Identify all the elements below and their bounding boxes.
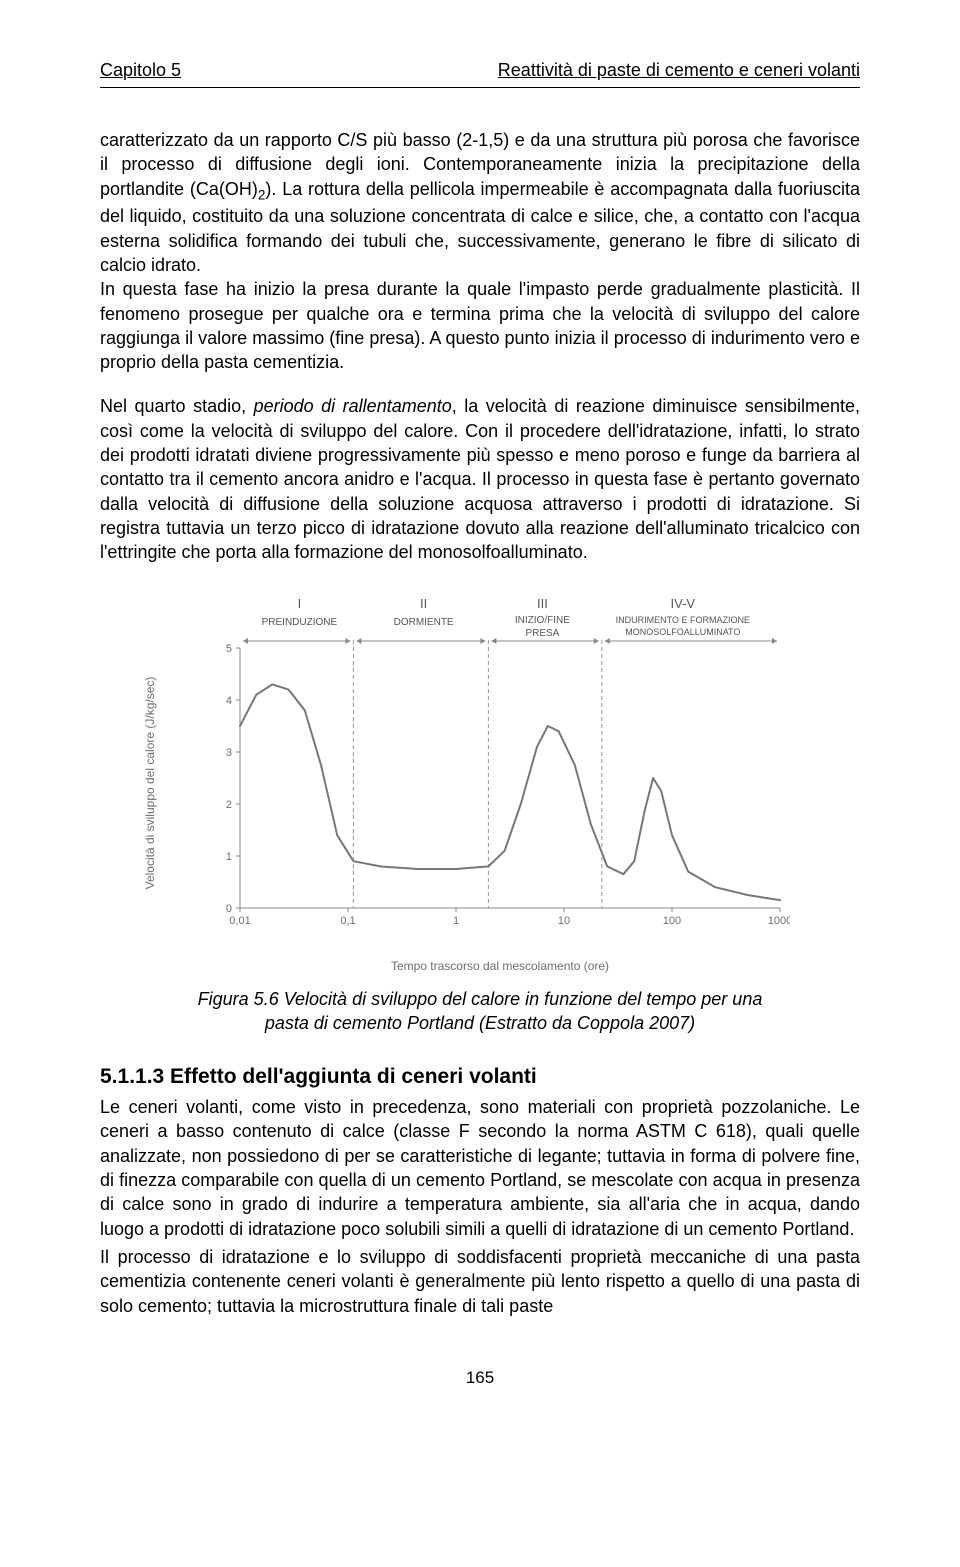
plot-area: 0 1 2 3 4 5 0,01 0,1 1 10 100 1000 I PREINDUZIONE II DO… (210, 593, 790, 933)
svg-text:MONOSOLFOALLUMINATO: MONOSOLFOALLUMINATO (625, 627, 740, 637)
paragraph-4: Il processo di idratazione e lo sviluppo… (100, 1245, 860, 1318)
svg-text:3: 3 (226, 747, 232, 759)
svg-text:10: 10 (558, 915, 570, 927)
svg-text:1: 1 (226, 851, 232, 863)
x-axis-label: Tempo trascorso dal mescolamento (ore) (210, 959, 790, 973)
paragraph-2: Nel quarto stadio, periodo di rallentame… (100, 394, 860, 564)
svg-text:INDURIMENTO E FORMAZIONE: INDURIMENTO E FORMAZIONE (616, 615, 750, 625)
page-number: 165 (100, 1368, 860, 1388)
svg-text:II: II (420, 596, 427, 611)
section-heading: 5.1.1.3 Effetto dell'aggiunta di ceneri … (100, 1065, 860, 1089)
svg-text:5: 5 (226, 643, 232, 655)
svg-text:0,01: 0,01 (229, 915, 250, 927)
p2-text-b: , la velocità di reazione diminuisce sen… (100, 396, 860, 562)
caption-line1: Velocità di sviluppo del calore in funzi… (284, 989, 763, 1009)
svg-text:100: 100 (663, 915, 681, 927)
paragraph-3: Le ceneri volanti, come visto in precede… (100, 1095, 860, 1241)
figure-caption: Figura 5.6 Velocità di sviluppo del calo… (140, 987, 820, 1036)
svg-text:1: 1 (453, 915, 459, 927)
chart-container: Velocità di sviluppo del calore (J/kg/se… (160, 593, 800, 973)
svg-text:III: III (537, 596, 548, 611)
svg-text:PRESA: PRESA (525, 628, 559, 639)
figure-5-6: Velocità di sviluppo del calore (J/kg/se… (100, 593, 860, 973)
svg-text:0: 0 (226, 903, 232, 915)
p2-text-a: Nel quarto stadio, (100, 396, 254, 416)
svg-text:INIZIO/FINE: INIZIO/FINE (515, 615, 570, 626)
svg-text:PREINDUZIONE: PREINDUZIONE (262, 617, 338, 628)
chart-svg: 0 1 2 3 4 5 0,01 0,1 1 10 100 1000 I PREINDUZIONE II DO… (210, 593, 790, 933)
svg-text:4: 4 (226, 695, 232, 707)
header-chapter: Capitolo 5 (100, 60, 181, 81)
header-title: Reattività di paste di cemento e ceneri … (498, 60, 860, 81)
header-rule (100, 87, 860, 88)
caption-prefix: Figura 5.6 (198, 989, 284, 1009)
svg-text:0,1: 0,1 (340, 915, 355, 927)
svg-text:1000: 1000 (768, 915, 790, 927)
svg-text:DORMIENTE: DORMIENTE (394, 617, 454, 628)
svg-text:2: 2 (226, 799, 232, 811)
paragraph-1: caratterizzato da un rapporto C/S più ba… (100, 128, 860, 374)
p2-italic: periodo di rallentamento (254, 396, 452, 416)
y-axis-label: Velocità di sviluppo del calore (J/kg/se… (143, 676, 157, 889)
caption-line2: pasta di cemento Portland (Estratto da C… (265, 1013, 695, 1033)
p1-text-c: In questa fase ha inizio la presa durant… (100, 279, 860, 372)
svg-text:IV-V: IV-V (671, 596, 696, 611)
page-header: Capitolo 5 Reattività di paste di cement… (100, 60, 860, 81)
svg-text:I: I (298, 596, 302, 611)
